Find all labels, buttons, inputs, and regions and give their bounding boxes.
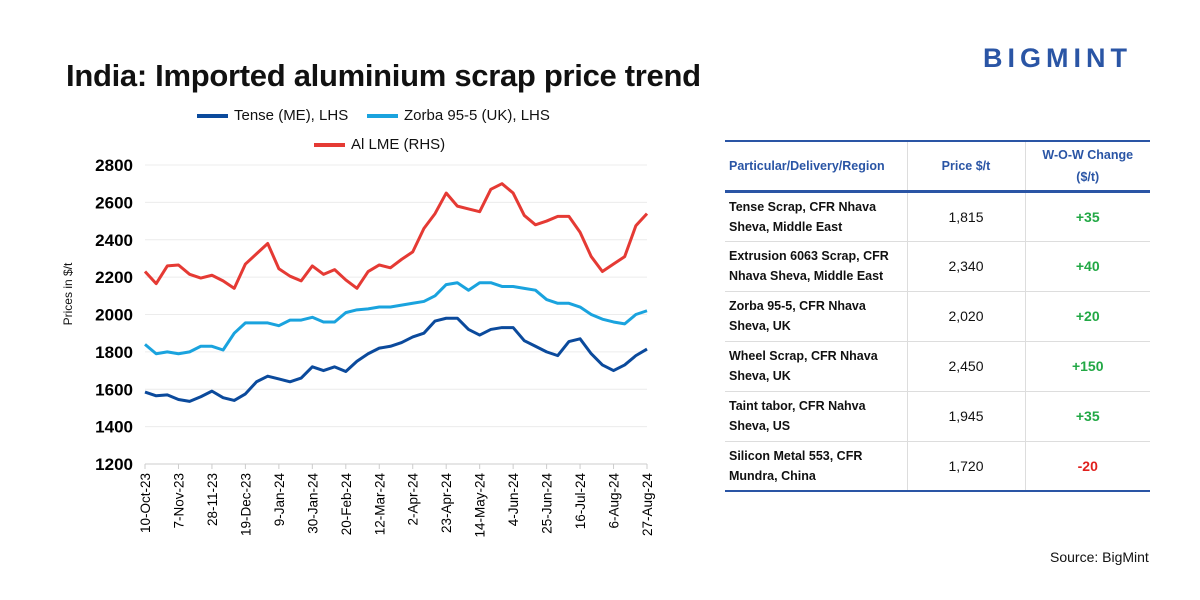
table-row: Extrusion 6063 Scrap, CFR Nhava Sheva, M…	[725, 240, 1150, 291]
y-tick-label: 1400	[95, 418, 133, 437]
row-change: +35	[1024, 190, 1150, 241]
series-line-tense	[144, 316, 648, 403]
legend-item-tense: Tense (ME), LHS	[197, 107, 348, 124]
table-row: Silicon Metal 553, CFR Mundra, China 1,72…	[725, 440, 1150, 491]
legend-swatch	[314, 142, 345, 147]
row-change: +150	[1024, 340, 1150, 391]
row-price: 2,340	[906, 240, 1025, 291]
x-tick-label: 30-Jan-24	[305, 473, 320, 534]
series-line-zorba	[144, 281, 648, 356]
y-tick-label: 1200	[95, 455, 133, 474]
x-tick-label: 7-Nov-23	[171, 473, 186, 529]
line-chart: 1200 1400 1600 1800 2000 2200 2400 2600 2800 10-O…	[95, 156, 655, 538]
x-tick-label: 10-Oct-23	[138, 473, 153, 533]
legend-item-zorba: Zorba 95-5 (UK), LHS	[367, 107, 550, 124]
row-price: 2,020	[906, 290, 1025, 341]
row-price: 1,815	[906, 190, 1025, 241]
row-particular: Tense Scrap, CFR Nhava Sheva, Middle Eas…	[725, 190, 907, 241]
x-tick-label: 19-Dec-23	[238, 473, 253, 536]
x-tick-label: 20-Feb-24	[339, 473, 354, 536]
x-tick-label: 28-11-23	[205, 473, 220, 526]
x-tick-label: 23-Apr-24	[439, 473, 454, 534]
y-tick-label: 2800	[95, 156, 133, 175]
x-tick-label: 12-Mar-24	[372, 473, 387, 536]
row-price: 1,945	[906, 390, 1025, 441]
y-tick-label: 2400	[95, 231, 133, 250]
chart-title: India: Imported aluminium scrap price tr…	[66, 58, 701, 93]
row-particular: Zorba 95-5, CFR Nhava Sheva, UK	[725, 290, 907, 341]
y-tick-label: 2200	[95, 268, 133, 287]
row-change: +20	[1024, 290, 1150, 341]
row-particular: Wheel Scrap, CFR Nhava Sheva, UK	[725, 340, 907, 391]
x-tick-label: 4-Jun-24	[506, 473, 521, 527]
legend-swatch	[367, 113, 398, 118]
x-tick-label: 6-Aug-24	[607, 473, 622, 529]
row-particular: Silicon Metal 553, CFR Mundra, China	[725, 440, 907, 491]
x-tick-label: 27-Aug-24	[640, 473, 655, 537]
price-table: Particular/Delivery/Region Price $/t W-O…	[725, 140, 1150, 492]
x-tick-label: 2-Apr-24	[406, 473, 421, 526]
source-note: Source: BigMint	[1050, 549, 1149, 565]
x-tick-label: 14-May-24	[473, 473, 488, 538]
row-particular: Taint tabor, CFR Nahva Sheva, US	[725, 390, 907, 441]
header-particular: Particular/Delivery/Region	[725, 141, 907, 193]
legend-label: Al LME (RHS)	[351, 136, 446, 153]
x-tick-label: 9-Jan-24	[272, 473, 287, 527]
x-tick-label: 16-Jul-24	[573, 473, 588, 530]
y-tick-label: 2000	[95, 306, 133, 325]
y-tick-label: 1600	[95, 380, 133, 399]
row-change: +35	[1024, 390, 1150, 441]
table-header: Particular/Delivery/Region Price $/t W-O…	[725, 141, 1150, 193]
row-price: 1,720	[906, 440, 1025, 491]
y-tick-label: 1800	[95, 343, 133, 362]
bigmint-logo: BIGMINT	[983, 43, 1132, 73]
row-particular: Extrusion 6063 Scrap, CFR Nhava Sheva, M…	[725, 240, 907, 291]
header-price: Price $/t	[906, 141, 1025, 193]
legend-label: Zorba 95-5 (UK), LHS	[404, 107, 550, 124]
series-line-lme	[143, 182, 649, 290]
x-tick-label: 25-Jun-24	[540, 473, 555, 534]
row-change: +40	[1024, 240, 1150, 291]
header-change: W-O-W Change ($/t)	[1024, 141, 1150, 193]
row-change: -20	[1024, 440, 1150, 491]
table-row: Zorba 95-5, CFR Nhava Sheva, UK 2,020 +20	[725, 290, 1150, 341]
table-row: Tense Scrap, CFR Nhava Sheva, Middle Eas…	[725, 190, 1150, 241]
table-row: Taint tabor, CFR Nahva Sheva, US 1,945 +35	[725, 390, 1150, 441]
legend-swatch	[197, 113, 228, 118]
legend-item-lme: Al LME (RHS)	[314, 136, 445, 153]
row-price: 2,450	[906, 340, 1025, 391]
table-row: Wheel Scrap, CFR Nhava Sheva, UK 2,450 +15…	[725, 340, 1150, 391]
y-tick-label: 2600	[95, 193, 133, 212]
legend-label: Tense (ME), LHS	[234, 107, 349, 124]
